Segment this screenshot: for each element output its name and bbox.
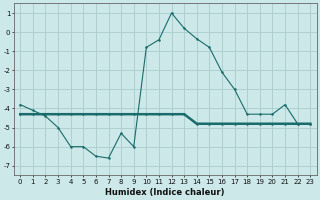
X-axis label: Humidex (Indice chaleur): Humidex (Indice chaleur) <box>106 188 225 197</box>
